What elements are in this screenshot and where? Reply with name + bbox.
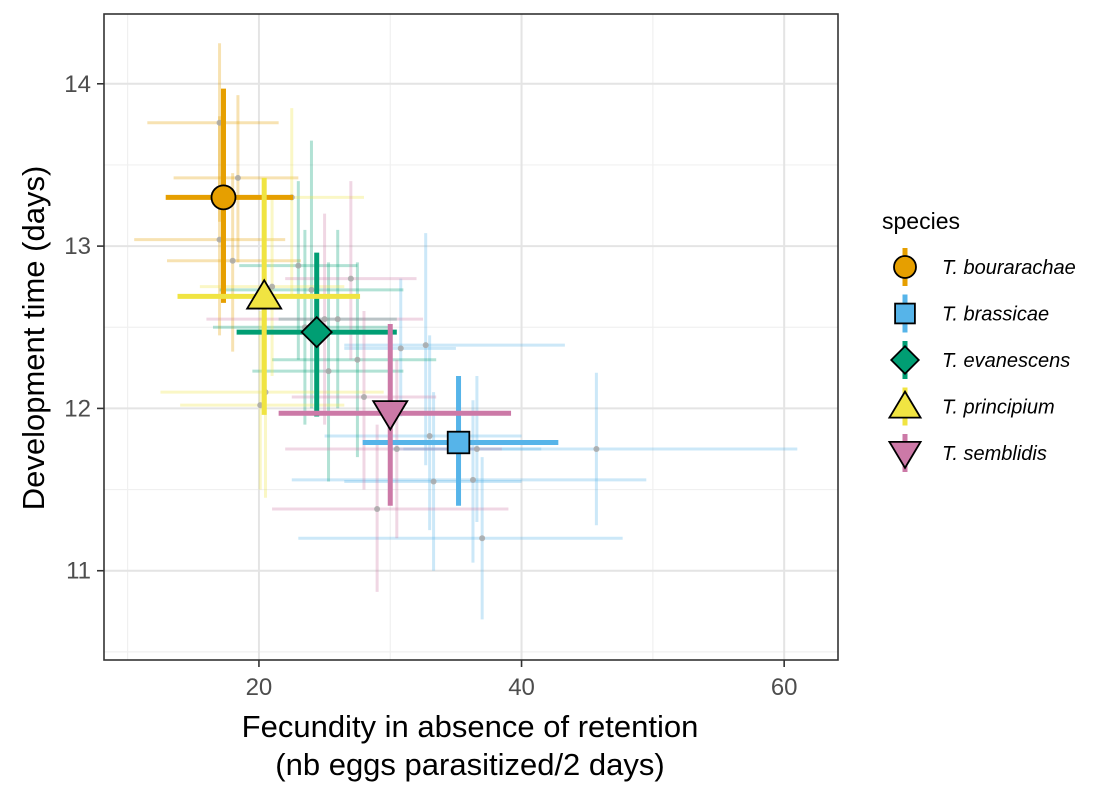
t-evanescens-line-point	[295, 262, 302, 269]
y-tick-label: 12	[64, 395, 91, 422]
legend: species T. bourarachae T. brassicae T. eva…	[882, 208, 1076, 472]
t-evanescens-line-point	[308, 286, 315, 293]
t-bourarachae-line-point	[234, 174, 241, 181]
t-brassicae-line-point	[426, 433, 433, 440]
t-semblidis-line-point	[360, 394, 367, 401]
legend-label-t-bourarachae: T. bourarachae	[942, 257, 1076, 279]
legend-label-t-brassicae: T. brassicae	[942, 304, 1049, 326]
legend-key-marker-t-bourarachae	[893, 255, 917, 279]
t-evanescens-line-point	[354, 356, 361, 363]
x-tick-label: 60	[771, 674, 798, 701]
t-brassicae-line-point	[469, 476, 476, 483]
grid-layer	[104, 14, 838, 660]
legend-title: species	[882, 208, 960, 234]
t-semblidis-line-point	[374, 506, 381, 513]
t-brassicae-line-point	[422, 342, 429, 349]
legend-label-t-evanescens: T. evanescens	[942, 350, 1070, 372]
y-tick-label: 14	[64, 71, 91, 98]
t-brassicae-line-point	[479, 535, 486, 542]
t-semblidis-line-point	[393, 445, 400, 452]
plot-panel-border	[103, 13, 839, 661]
x-tick-label: 20	[246, 674, 273, 701]
legend-key-marker-t-brassicae	[894, 302, 916, 325]
mean-markers-layer	[210, 184, 471, 455]
legend-label-t-principium: T. principium	[942, 397, 1055, 419]
t-principium-line-point	[269, 283, 276, 290]
legend-key-marker-t-semblidis	[887, 440, 923, 470]
t-evanescens-line-point	[334, 316, 341, 323]
x-axis-label-line1: Fecundity in absence of retention	[242, 709, 699, 744]
y-tick-label: 13	[64, 233, 91, 260]
t-bourarachae-mean-marker	[210, 184, 237, 211]
t-brassicae-line-point	[397, 345, 404, 352]
t-brassicae-line-point	[593, 445, 600, 452]
legend-key-marker-t-principium	[887, 389, 923, 419]
t-semblidis-line-point	[321, 316, 328, 323]
x-tick-label: 40	[508, 674, 535, 701]
y-axis-label: Development time (days)	[16, 166, 51, 511]
x-axis-label-line2: (nb eggs parasitized/2 days)	[275, 747, 664, 782]
t-evanescens-mean-marker	[300, 315, 333, 349]
legend-key-marker-t-evanescens	[889, 344, 921, 376]
axes-layer: 20 40 60 11 12 13 14	[64, 71, 797, 701]
t-semblidis-mean-marker	[371, 400, 409, 432]
t-semblidis-line-point	[347, 275, 354, 282]
mean-bars-layer	[165, 88, 559, 506]
t-brassicae-line-point	[473, 445, 480, 452]
t-bourarachae-line-point	[229, 257, 236, 264]
t-principium-mean-marker	[245, 278, 283, 310]
t-brassicae-line-point	[430, 478, 437, 485]
legend-label-t-semblidis: T. semblidis	[942, 443, 1047, 465]
y-tick-label: 11	[66, 558, 91, 585]
t-brassicae-mean-marker	[446, 430, 471, 455]
t-evanescens-line-point	[325, 368, 332, 375]
error-bars-layer	[134, 43, 798, 620]
